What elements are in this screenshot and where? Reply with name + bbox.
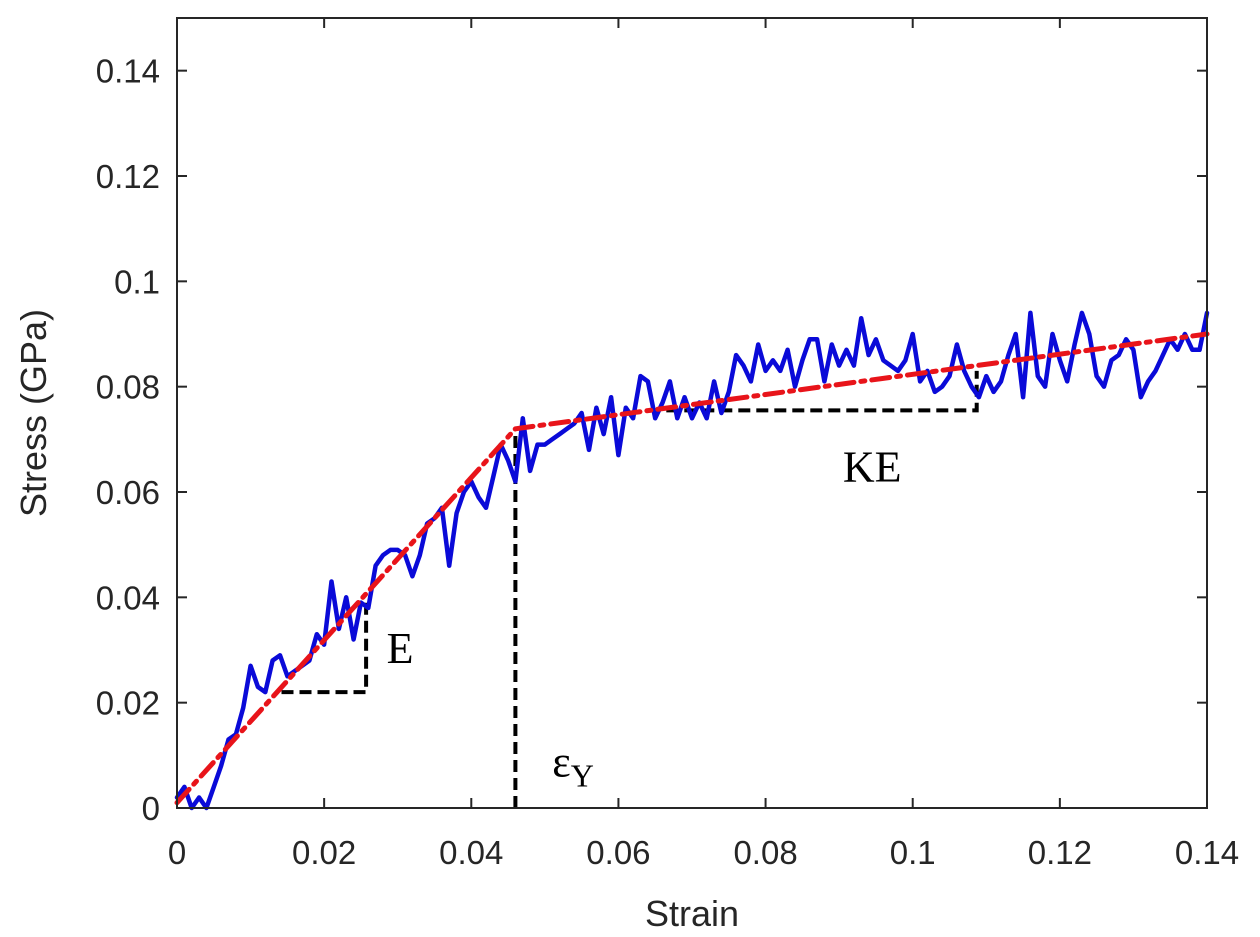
y-tick-label: 0.02 xyxy=(96,685,160,722)
y-tick-label: 0.06 xyxy=(96,474,160,511)
x-tick-label: 0.06 xyxy=(586,834,650,871)
annotations: EεY KE xyxy=(387,442,902,793)
guide-lines xyxy=(281,370,979,808)
y-tick-label: 0.14 xyxy=(96,53,160,90)
x-tick-label: 0.14 xyxy=(1175,834,1239,871)
annotation-text: ε xyxy=(552,737,570,786)
y-tick-label: 0.08 xyxy=(96,369,160,406)
axes: 0 0.02 0.04 0.06 0.08 0.1 0.12 0.14 0 0.02 0.04 0.0… xyxy=(96,18,1239,871)
annotation-label: E xyxy=(387,624,414,673)
y-tick-label: 0.04 xyxy=(96,579,160,616)
x-tick-label: 0.08 xyxy=(733,834,797,871)
y-tick-label: 0 xyxy=(142,790,160,827)
x-tick-label: 0.02 xyxy=(292,834,356,871)
x-tick-label: 0.12 xyxy=(1028,834,1092,871)
x-tick-label: 0 xyxy=(168,834,186,871)
y-axis-title: Stress (GPa) xyxy=(13,309,54,517)
fit-line-series xyxy=(174,331,1210,806)
y-tick-label: 0.1 xyxy=(114,263,160,300)
x-tick-label: 0.1 xyxy=(890,834,936,871)
x-tick-label: 0.04 xyxy=(439,834,503,871)
guide-line xyxy=(666,370,979,413)
annotation-subscript: Y xyxy=(571,757,594,793)
annotation-text: E xyxy=(387,624,414,673)
annotation-text: KE xyxy=(843,442,902,491)
y-tick-label: 0.12 xyxy=(96,158,160,195)
annotation-label: KE xyxy=(843,442,902,491)
guide-line xyxy=(281,597,369,695)
annotation-label: εY xyxy=(552,737,594,793)
plot-area-frame xyxy=(176,17,1208,809)
x-axis-title: Strain xyxy=(645,893,739,934)
data-series xyxy=(174,310,1210,811)
